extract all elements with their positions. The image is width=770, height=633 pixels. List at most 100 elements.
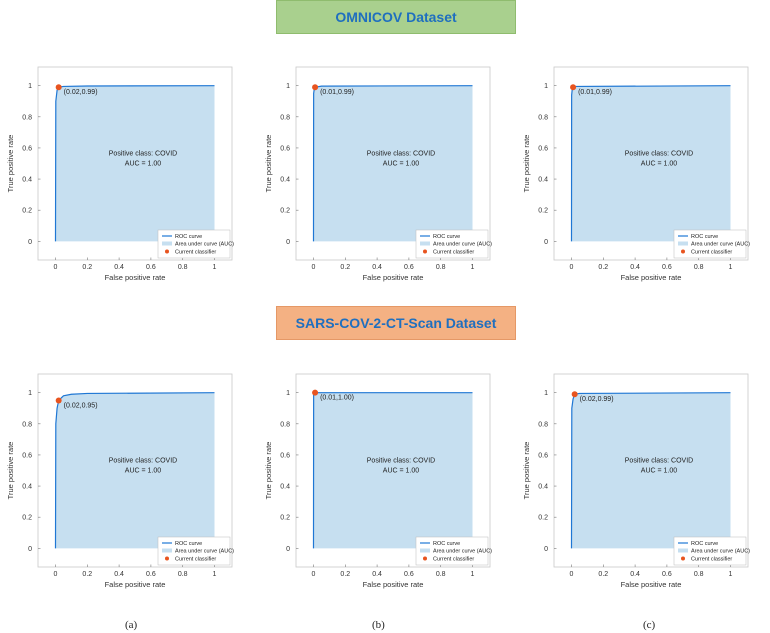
legend-auc-swatch — [678, 241, 688, 246]
y-tick-label: 0.8 — [22, 421, 32, 428]
legend-roc-label: ROC curve — [175, 234, 202, 240]
y-tick-label: 0.8 — [280, 421, 290, 428]
y-tick-label: 0 — [28, 546, 32, 553]
x-tick-label: 0.6 — [662, 264, 672, 271]
y-tick-label: 0.6 — [22, 145, 32, 152]
y-axis-label: True positive rate — [264, 442, 273, 500]
auc-area — [55, 85, 215, 242]
x-tick-label: 0.6 — [404, 571, 414, 578]
legend-auc-swatch — [420, 241, 430, 246]
auc-value-label: AUC = 1.00 — [383, 161, 419, 168]
y-tick-label: 0.8 — [538, 114, 548, 121]
positive-class-label: Positive class: COVID — [367, 151, 435, 158]
x-tick-label: 0.4 — [114, 571, 124, 578]
current-classifier-point — [312, 389, 319, 396]
x-tick-label: 0.4 — [372, 571, 382, 578]
x-tick-label: 0.4 — [114, 264, 124, 271]
x-axis-label: False positive rate — [621, 273, 682, 282]
y-tick-label: 0.6 — [280, 145, 290, 152]
dataset-banner-title: OMNICOV Dataset — [335, 9, 457, 25]
auc-area — [571, 85, 731, 242]
point-label: (0.02,0.99) — [580, 396, 614, 403]
legend-auc-label: Area under curve (AUC) — [433, 549, 492, 555]
legend-classifier-swatch — [681, 556, 685, 561]
y-tick-label: 0 — [544, 239, 548, 246]
y-tick-label: 0.8 — [538, 421, 548, 428]
x-tick-label: 0.8 — [178, 264, 188, 271]
dataset-banner-omnicov: OMNICOV Dataset — [276, 0, 516, 34]
x-tick-label: 0 — [570, 264, 574, 271]
auc-area — [571, 392, 731, 549]
x-tick-label: 1 — [213, 571, 217, 578]
y-tick-label: 0.4 — [22, 484, 32, 491]
legend-auc-label: Area under curve (AUC) — [691, 549, 750, 555]
x-tick-label: 0.6 — [146, 264, 156, 271]
y-tick-label: 1 — [286, 83, 290, 90]
x-tick-label: 1 — [471, 571, 475, 578]
legend-classifier-swatch — [423, 249, 427, 254]
x-tick-label: 0 — [312, 571, 316, 578]
y-tick-label: 0.4 — [22, 177, 32, 184]
legend-classifier-swatch — [681, 249, 685, 254]
y-tick-label: 1 — [544, 83, 548, 90]
auc-area — [55, 392, 215, 549]
legend-roc-label: ROC curve — [691, 234, 718, 240]
positive-class-label: Positive class: COVID — [367, 458, 435, 465]
auc-value-label: AUC = 1.00 — [383, 468, 419, 475]
current-classifier-point — [55, 84, 62, 91]
x-tick-label: 0.4 — [630, 571, 640, 578]
x-tick-label: 0.6 — [662, 571, 672, 578]
legend-classifier-swatch — [165, 556, 169, 561]
positive-class-label: Positive class: COVID — [625, 151, 693, 158]
dataset-banner-sars: SARS-COV-2-CT-Scan Dataset — [276, 306, 516, 340]
x-tick-label: 0 — [570, 571, 574, 578]
x-tick-label: 0.2 — [340, 264, 350, 271]
legend-auc-label: Area under curve (AUC) — [175, 242, 234, 248]
legend-roc-label: ROC curve — [175, 541, 202, 547]
y-tick-label: 0.2 — [280, 515, 290, 522]
x-tick-label: 0.8 — [178, 571, 188, 578]
y-tick-label: 0.8 — [22, 114, 32, 121]
caption-a: (a) — [125, 619, 138, 631]
legend-auc-label: Area under curve (AUC) — [433, 242, 492, 248]
x-tick-label: 0.8 — [694, 571, 704, 578]
y-tick-label: 0.6 — [280, 452, 290, 459]
current-classifier-point — [570, 84, 577, 91]
current-classifier-point — [55, 397, 62, 404]
x-tick-label: 0.2 — [82, 264, 92, 271]
legend-auc-swatch — [162, 548, 172, 553]
legend-roc-label: ROC curve — [433, 541, 460, 547]
y-tick-label: 0.2 — [22, 208, 32, 215]
legend-classifier-swatch — [165, 249, 169, 254]
point-label: (0.02,0.99) — [64, 89, 98, 96]
roc-chart-sars-b: 0 0.2 0.4 0.6 0.8 1 0 0.2 0.4 0.6 0.8 1 False positi… — [264, 373, 492, 589]
y-tick-label: 0.4 — [280, 484, 290, 491]
x-tick-label: 0.8 — [436, 264, 446, 271]
y-tick-label: 0.8 — [280, 114, 290, 121]
roc-chart-sars-c: 0 0.2 0.4 0.6 0.8 1 0 0.2 0.4 0.6 0.8 1 False positi… — [522, 373, 750, 589]
legend-auc-swatch — [678, 548, 688, 553]
auc-value-label: AUC = 1.00 — [125, 468, 161, 475]
x-axis-label: False positive rate — [363, 580, 424, 589]
legend-auc-label: Area under curve (AUC) — [175, 549, 234, 555]
x-tick-label: 0.2 — [598, 264, 608, 271]
y-tick-label: 0.6 — [22, 452, 32, 459]
positive-class-label: Positive class: COVID — [109, 151, 177, 158]
legend-auc-swatch — [420, 548, 430, 553]
legend-classifier-label: Current classifier — [175, 557, 216, 563]
y-axis-label: True positive rate — [6, 442, 15, 500]
y-tick-label: 1 — [544, 390, 548, 397]
roc-chart-sars-a: 0 0.2 0.4 0.6 0.8 1 0 0.2 0.4 0.6 0.8 1 False positi… — [6, 373, 234, 589]
current-classifier-point — [571, 391, 578, 398]
legend-roc-label: ROC curve — [691, 541, 718, 547]
y-tick-label: 0.2 — [538, 515, 548, 522]
x-tick-label: 1 — [729, 264, 733, 271]
x-tick-label: 1 — [213, 264, 217, 271]
x-tick-label: 0.6 — [146, 571, 156, 578]
y-tick-label: 0 — [286, 239, 290, 246]
point-label: (0.01,0.99) — [320, 89, 354, 96]
legend-auc-label: Area under curve (AUC) — [691, 242, 750, 248]
y-tick-label: 0.6 — [538, 452, 548, 459]
y-tick-label: 0.4 — [538, 484, 548, 491]
auc-value-label: AUC = 1.00 — [641, 161, 677, 168]
